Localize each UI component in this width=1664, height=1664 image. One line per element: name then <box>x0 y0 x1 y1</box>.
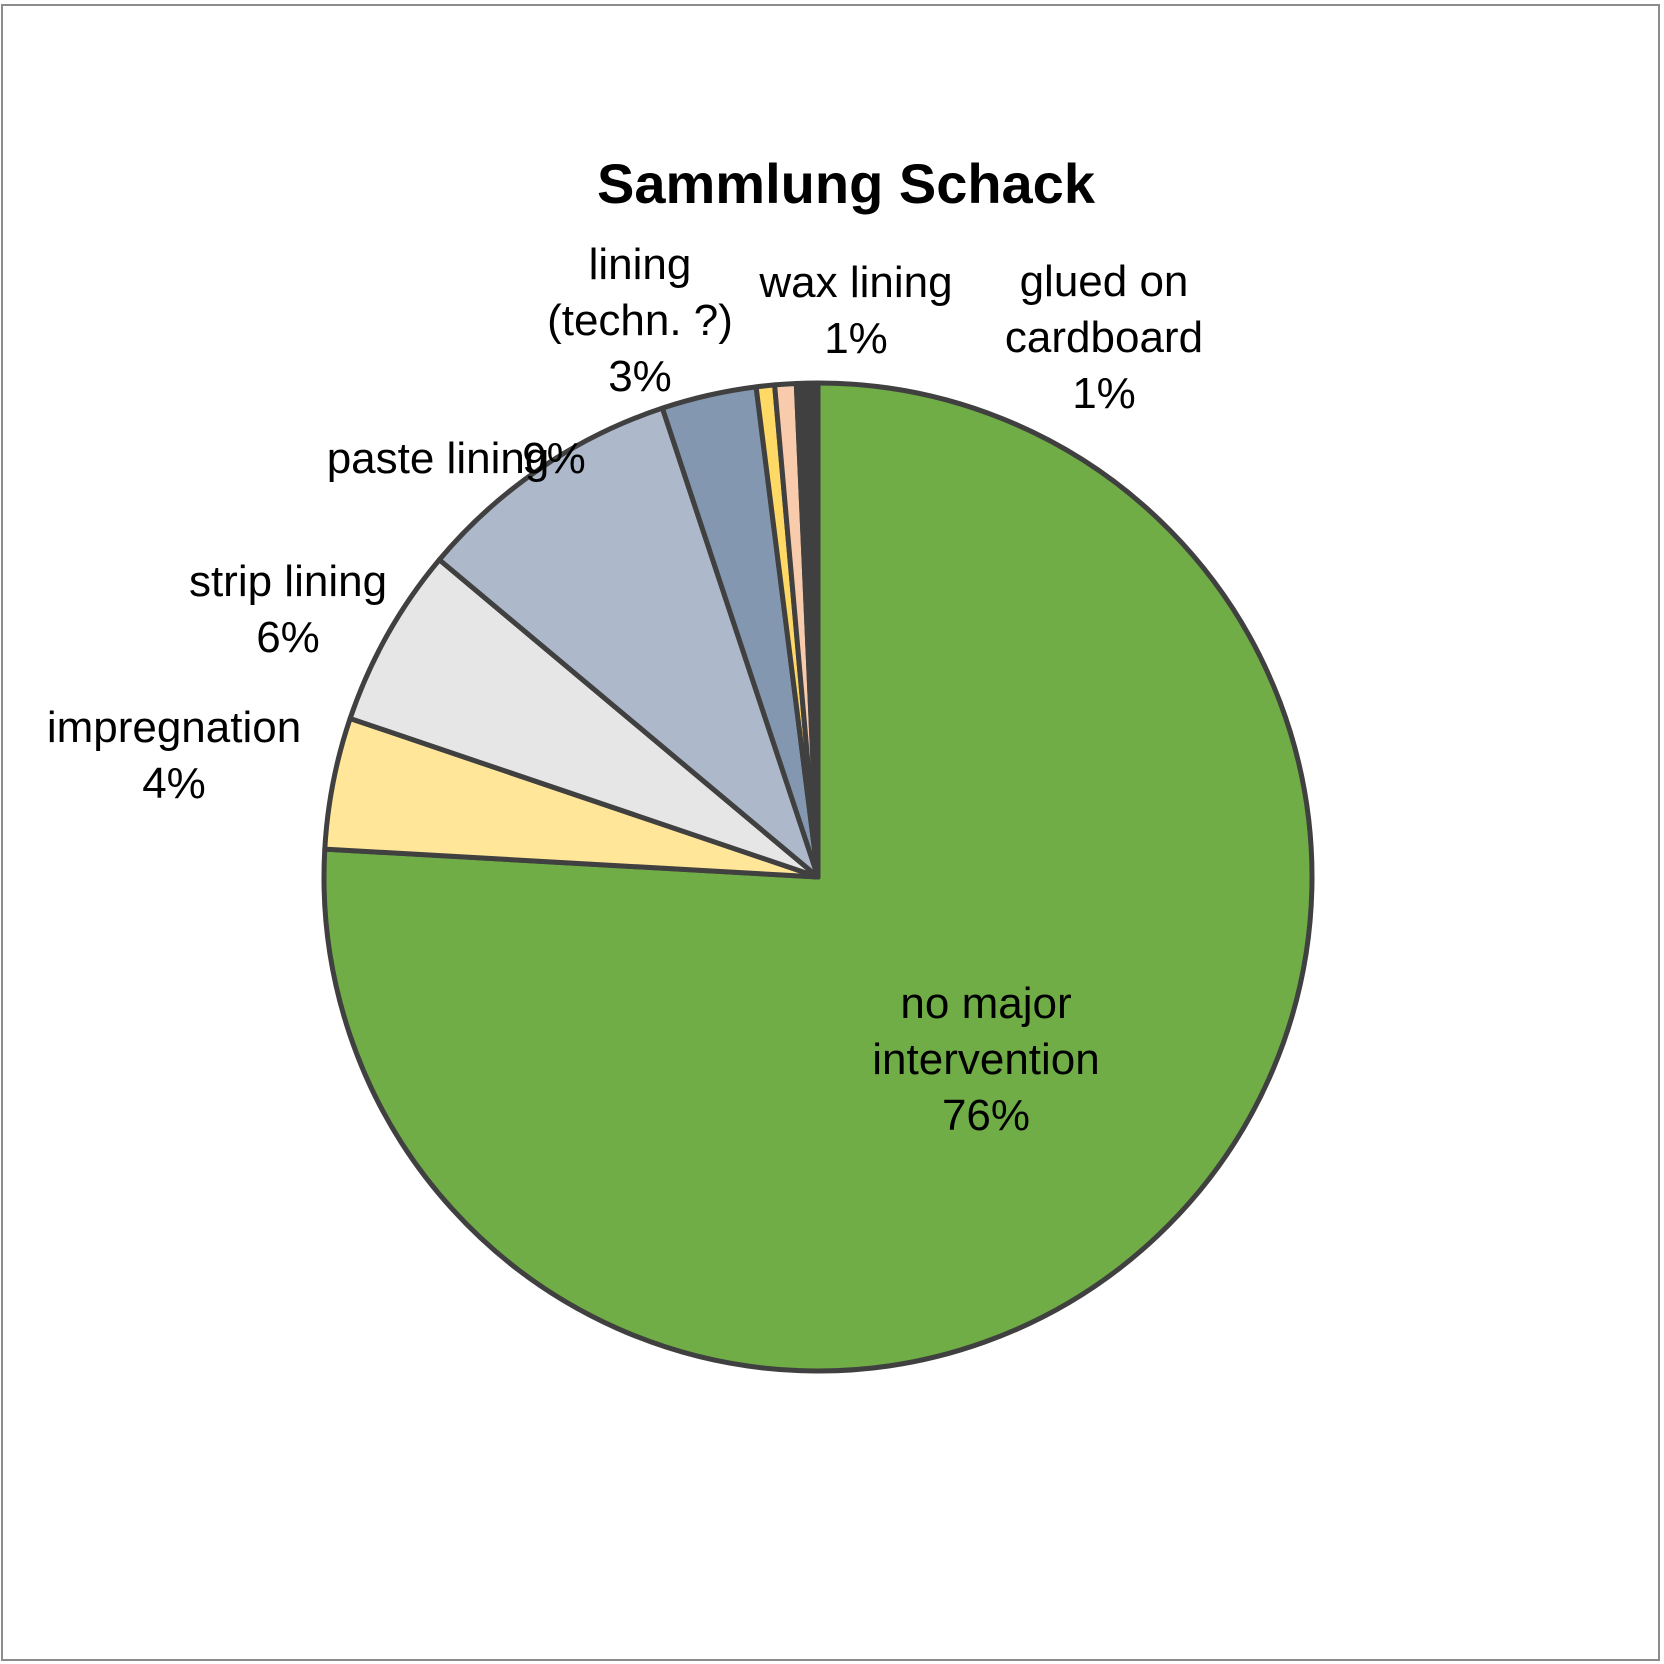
data-label-impregnation: impregnation 4% <box>47 703 301 808</box>
data-label-strip-lining: strip lining 6% <box>189 557 387 662</box>
data-label-wax-lining: wax lining 1% <box>758 258 952 363</box>
pie-slice-strip-lining <box>347 557 821 880</box>
data-label-glued-on-cardboard: glued on cardboard 1% <box>1005 257 1203 418</box>
data-label-paste-lining-pct: 9% <box>522 434 586 483</box>
pie-labels: no major intervention 76% impregnation 4% str… <box>47 240 1203 1140</box>
pie-slice-paste-lining <box>436 405 821 880</box>
data-label-paste-lining: paste lining <box>327 434 550 483</box>
data-label-no-major-intervention: no major intervention 76% <box>872 979 1099 1140</box>
data-label-lining-techn: lining (techn. ?) 3% <box>547 240 733 401</box>
pie-slices <box>321 380 1315 1374</box>
chart-title: Sammlung Schack <box>597 152 1096 215</box>
pie-slice-unlabeled <box>793 380 821 880</box>
